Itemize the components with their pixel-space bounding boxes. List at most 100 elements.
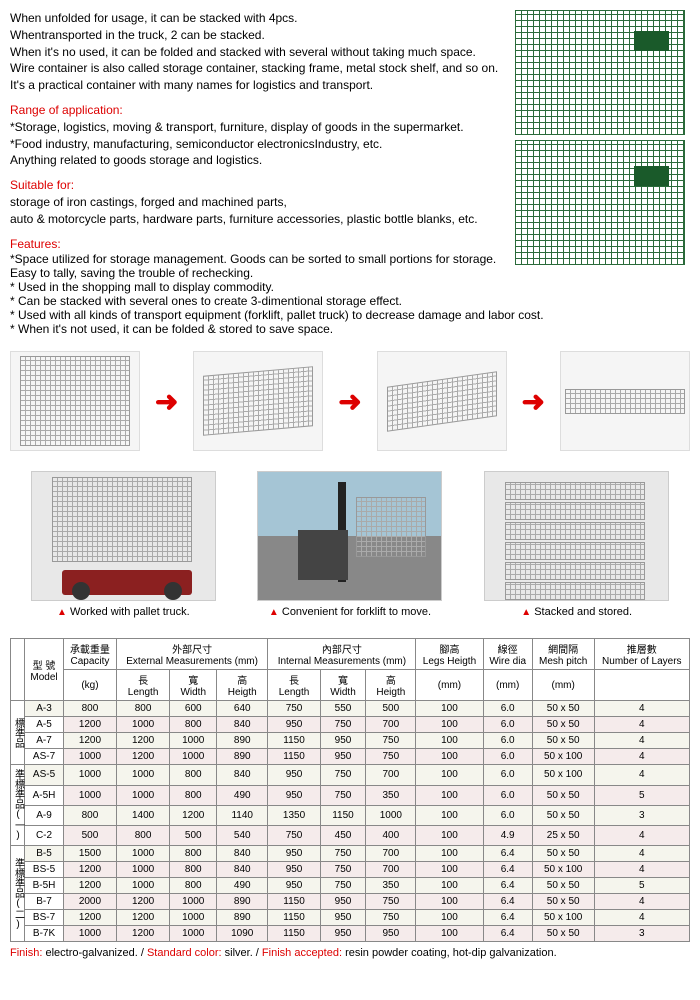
table-cell: 800 (170, 846, 217, 862)
table-cell: 1000 (366, 805, 416, 825)
table-cell: 600 (170, 701, 217, 717)
table-cell: 100 (416, 749, 483, 765)
table-cell: 1200 (64, 717, 117, 733)
table-cell: 1000 (170, 749, 217, 765)
table-cell: 6.0 (483, 749, 532, 765)
table-cell: 950 (320, 749, 366, 765)
table-cell: 890 (217, 749, 268, 765)
th-h-cn2: 高 (386, 676, 396, 687)
top-section: When unfolded for usage, it can be stack… (10, 10, 690, 336)
table-cell: 890 (217, 894, 268, 910)
table-cell: 6.4 (483, 926, 532, 942)
table-row: B-720001200100089011509507501006.450 x 5… (11, 894, 690, 910)
table-cell: 490 (217, 878, 268, 894)
table-cell: 4.9 (483, 826, 532, 846)
table-cell: 950 (366, 926, 416, 942)
table-cell: 750 (320, 717, 366, 733)
table-cell: B-7 (25, 894, 64, 910)
group-side-label: 準標準品(二) (11, 846, 25, 942)
table-cell: 1000 (170, 910, 217, 926)
th-w-en2: Width (330, 687, 356, 698)
table-cell: 6.0 (483, 785, 532, 805)
fold-step-1 (10, 351, 140, 451)
th-ext-en: External Measurements (mm) (126, 656, 258, 667)
fold-step-3 (377, 351, 507, 451)
table-cell: 5 (594, 785, 689, 805)
table-cell: 50 x 100 (532, 749, 594, 765)
table-cell: 890 (217, 733, 268, 749)
th-legs-en: Legs Heigth (423, 656, 476, 667)
table-cell: 6.4 (483, 878, 532, 894)
table-cell: B-5H (25, 878, 64, 894)
usage-stacked-image (484, 471, 669, 601)
fold-step-4 (560, 351, 690, 451)
th-w-cn2: 寬 (338, 676, 348, 687)
table-cell: 350 (366, 878, 416, 894)
table-cell: 950 (268, 846, 320, 862)
table-cell: 3 (594, 926, 689, 942)
table-cell: 1150 (320, 805, 366, 825)
usage-caption: Convenient for forklift to move. (282, 606, 431, 618)
table-cell: 750 (366, 910, 416, 926)
table-cell: 500 (170, 826, 217, 846)
table-cell: AS-5 (25, 765, 64, 785)
table-cell: 100 (416, 846, 483, 862)
table-cell: 50 x 50 (532, 805, 594, 825)
folding-sequence: ➜ ➜ ➜ (10, 351, 690, 451)
features-line: * Can be stacked with several ones to cr… (10, 294, 690, 308)
table-cell: 100 (416, 894, 483, 910)
table-row: 準標準品(一)AS-5100010008008409507507001006.0… (11, 765, 690, 785)
table-cell: 1200 (170, 805, 217, 825)
table-row: B-5H120010008004909507503501006.450 x 50… (11, 878, 690, 894)
table-cell: 1000 (64, 926, 117, 942)
table-cell: 450 (320, 826, 366, 846)
table-row: BS-5120010008008409507507001006.450 x 10… (11, 862, 690, 878)
cage-bottom (515, 140, 685, 265)
th-wire-cn: 線徑 (498, 645, 518, 656)
table-cell: 100 (416, 805, 483, 825)
table-cell: 950 (268, 862, 320, 878)
table-cell: 6.0 (483, 805, 532, 825)
table-cell: 950 (320, 926, 366, 942)
table-cell: 1000 (116, 765, 170, 785)
arrow-icon: ➜ (155, 385, 178, 418)
table-cell: 1200 (116, 894, 170, 910)
suitable-line: storage of iron castings, forged and mac… (10, 194, 510, 211)
table-cell: 1200 (64, 862, 117, 878)
features-header: Features: (10, 236, 510, 253)
table-cell: 800 (170, 765, 217, 785)
table-cell: BS-7 (25, 910, 64, 926)
table-cell: 700 (366, 717, 416, 733)
th-l-cn: 長 (138, 676, 148, 687)
triangle-icon: ▲ (57, 607, 67, 618)
table-cell: 550 (320, 701, 366, 717)
table-cell: 6.4 (483, 910, 532, 926)
table-cell: 1140 (217, 805, 268, 825)
range-line: *Storage, logistics, moving & transport,… (10, 119, 510, 136)
table-cell: 950 (320, 910, 366, 926)
table-cell: 750 (366, 749, 416, 765)
table-cell: 2000 (64, 894, 117, 910)
table-cell: 800 (64, 701, 117, 717)
usage-row: ▲ Worked with pallet truck. ▲ Convenient… (10, 471, 690, 618)
table-row: AS-710001200100089011509507501006.050 x … (11, 749, 690, 765)
th-mesh-en: Mesh pitch (539, 656, 587, 667)
table-cell: 750 (366, 733, 416, 749)
table-cell: 6.0 (483, 765, 532, 785)
table-cell: 25 x 50 (532, 826, 594, 846)
table-cell: 750 (366, 894, 416, 910)
table-cell: 4 (594, 765, 689, 785)
accepted-val: resin powder coating, hot-dip galvanizat… (342, 947, 557, 959)
table-cell: 4 (594, 862, 689, 878)
table-cell: 1000 (116, 846, 170, 862)
usage-forklift-image (257, 471, 442, 601)
table-cell: 100 (416, 717, 483, 733)
intro-line: Wire container is also called storage co… (10, 60, 510, 77)
th-l-en2: Length (279, 687, 310, 698)
intro-line: It's a practical container with many nam… (10, 77, 510, 94)
table-cell: 700 (366, 765, 416, 785)
usage-pallet-image (31, 471, 216, 601)
table-cell: 100 (416, 926, 483, 942)
table-cell: B-7K (25, 926, 64, 942)
finish-label: Finish: (10, 947, 42, 959)
